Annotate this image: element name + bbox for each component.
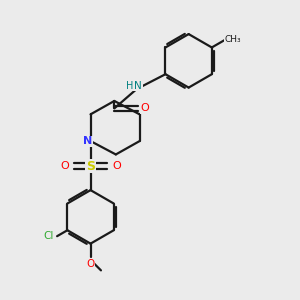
Text: O: O [112,161,121,171]
Text: O: O [60,161,69,171]
Text: N: N [83,136,92,146]
Text: Cl: Cl [43,231,53,241]
Text: S: S [86,160,95,173]
Text: O: O [140,103,149,113]
Text: N: N [134,80,142,91]
Text: CH₃: CH₃ [225,34,241,43]
Text: H: H [126,80,134,91]
Text: O: O [86,259,95,269]
